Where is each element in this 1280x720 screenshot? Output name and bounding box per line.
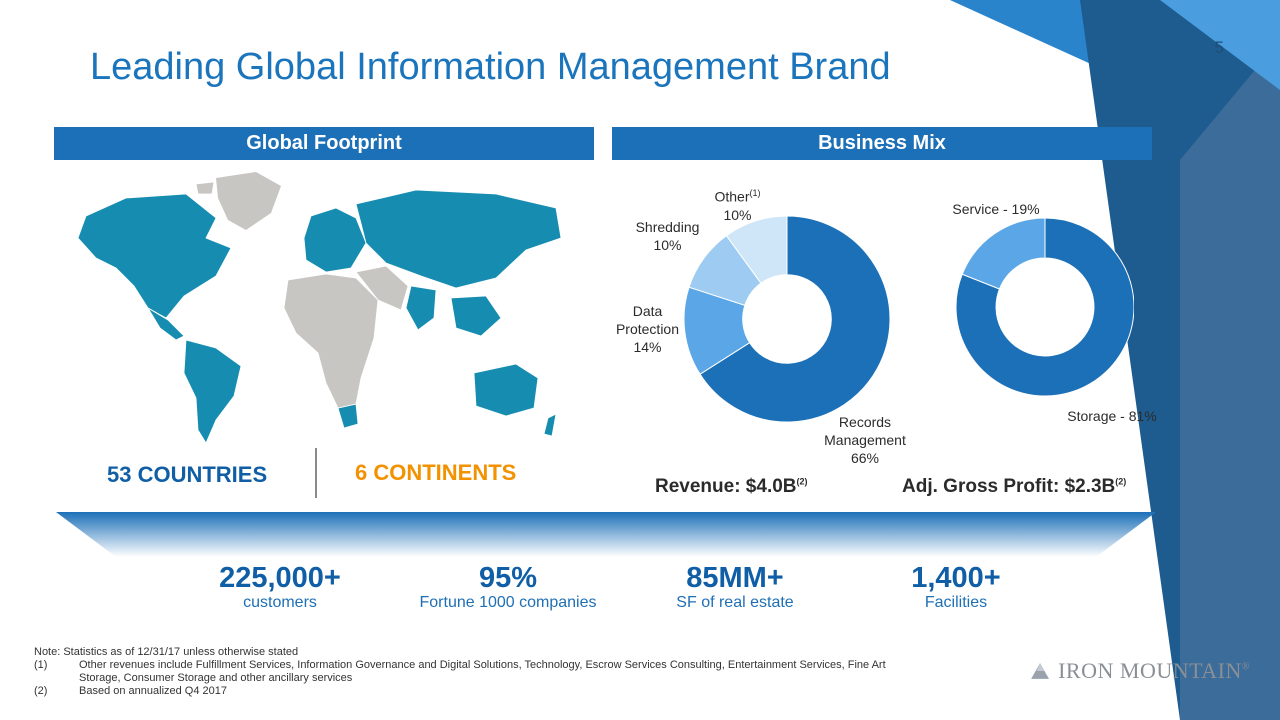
mountain-icon: [1031, 663, 1049, 679]
label-service: Service - 19%: [952, 201, 1040, 217]
footnote-1: (1) Other revenues include Fulfillment Se…: [34, 659, 886, 671]
footnote-main: Note: Statistics as of 12/31/17 unless o…: [34, 646, 299, 658]
map-australia: [473, 363, 539, 417]
map-greenland: [216, 172, 281, 230]
slice-other: [725, 216, 788, 284]
metric-real-estate-value: 85MM+: [686, 562, 784, 594]
footnote-1-cont: Storage, Consumer Storage and other anci…: [79, 672, 353, 684]
iron-mountain-logo: IRON MOUNTAIN®: [1030, 650, 1250, 692]
revenue-donut-chart: [684, 216, 890, 422]
label-data-protection: Data Protection 14%: [615, 303, 680, 355]
label-storage: Storage - 81%: [1067, 408, 1157, 424]
label-shredding: Shredding 10%: [635, 219, 700, 253]
gross-profit-donut-chart: [956, 218, 1134, 396]
page-title: Leading Global Information Management Br…: [90, 46, 891, 88]
slice-records-management: [699, 216, 890, 422]
map-new-zealand: [543, 413, 557, 437]
map-south-america: [183, 339, 242, 444]
map-north-america: [77, 193, 232, 319]
page-number: 5: [1214, 38, 1224, 57]
map-south-asia: [405, 285, 437, 331]
gradient-band: [56, 512, 1156, 557]
metric-facilities-value: 1,400+: [911, 562, 1001, 594]
metric-facilities-label: Facilities: [924, 594, 988, 611]
label-records-management: Records Management 66%: [824, 414, 906, 466]
revenue-kpi: Revenue: $4.0B(2): [655, 476, 808, 497]
stat-divider: [315, 448, 317, 498]
slice-service: [961, 218, 1046, 290]
metric-fortune-value: 95%: [478, 562, 538, 594]
map-central-america: [147, 307, 185, 341]
map-africa: [283, 273, 379, 409]
metric-customers-value: 225,000+: [219, 562, 341, 594]
footnote-2: (2) Based on annualized Q4 2017: [34, 685, 228, 697]
footnotes: Note: Statistics as of 12/31/17 unless o…: [34, 646, 886, 698]
metric-fortune-label: Fortune 1000 companies: [419, 594, 597, 611]
countries-stat: 53 COUNTRIES: [107, 462, 268, 487]
map-southeast-asia: [450, 295, 502, 337]
metric-real-estate-label: SF of real estate: [676, 594, 794, 611]
label-other: Other(1) 10%: [714, 188, 761, 223]
map-russia-asia: [355, 189, 562, 289]
global-footprint-header: Global Footprint: [54, 127, 594, 160]
slice-storage: [956, 218, 1134, 396]
continents-stat: 6 CONTINENTS: [355, 460, 517, 485]
world-map: [77, 172, 562, 444]
map-europe: [303, 207, 367, 273]
business-mix-header: Business Mix: [612, 127, 1152, 160]
logo-text: IRON MOUNTAIN®: [1058, 658, 1250, 683]
gross-profit-kpi: Adj. Gross Profit: $2.3B(2): [902, 476, 1127, 497]
map-middle-east: [195, 181, 409, 311]
metric-customers-label: customers: [243, 594, 317, 611]
